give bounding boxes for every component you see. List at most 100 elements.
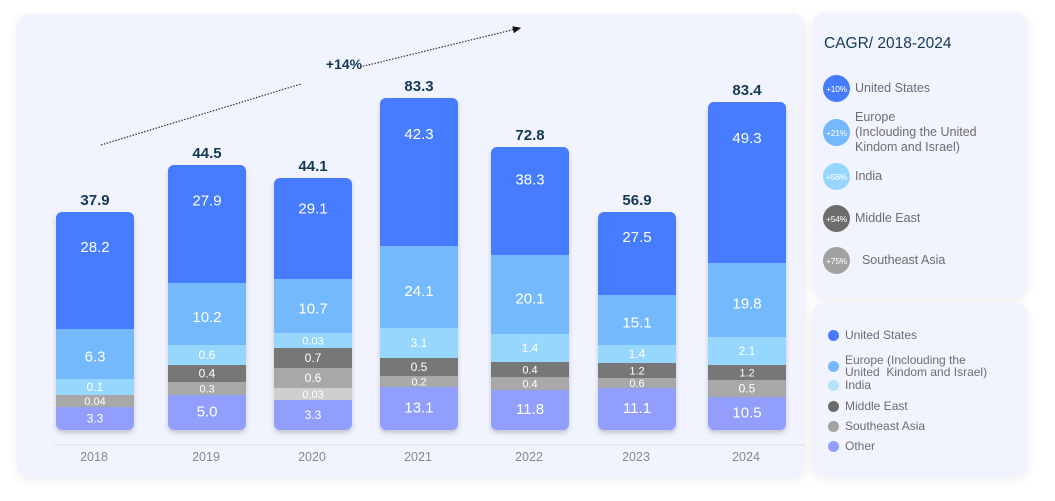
bar-segment-europe-2023 bbox=[598, 295, 676, 345]
bar-segment-europe-2021 bbox=[380, 246, 458, 328]
bar-total-label: 83.3 bbox=[404, 78, 433, 95]
legend-label: United States bbox=[845, 328, 918, 342]
segment-value-label: 3.1 bbox=[411, 336, 428, 350]
segment-value-label: 11.1 bbox=[623, 400, 651, 417]
segment-value-label: 0.4 bbox=[522, 365, 537, 377]
segment-value-label: 6.3 bbox=[85, 349, 106, 366]
x-tick-label: 2020 bbox=[298, 450, 326, 464]
bar-segment-europe-2019 bbox=[168, 283, 246, 345]
segment-value-label: 0.03 bbox=[302, 389, 323, 401]
bar-segment-india-2023 bbox=[598, 345, 676, 363]
cagr-region-label: Europe (Inclouding the United Kindom and… bbox=[855, 110, 977, 154]
bar-segment-other-2020 bbox=[274, 400, 352, 430]
chart-panel: 28.2 6.3 0.1 0.04 3.3 37.9 2018 27.9 10.2 0.6 0.4 0… bbox=[17, 14, 805, 478]
bar-segment-europe-2022 bbox=[491, 255, 569, 334]
bar-segment-europe-2020 bbox=[274, 279, 352, 333]
x-tick-label: 2022 bbox=[515, 450, 543, 464]
legend-item: Europe (Inclouding the United Kindom and… bbox=[828, 353, 988, 379]
bar-total-label: 83.4 bbox=[732, 82, 762, 99]
segment-value-label: 3.3 bbox=[87, 412, 104, 426]
bar-segment-southeast-2022 bbox=[491, 377, 569, 390]
cagr-badge: +21% bbox=[823, 119, 850, 146]
segment-value-label: 0.03 bbox=[302, 336, 323, 348]
legend-swatch bbox=[828, 401, 839, 413]
segment-value-label: 10.7 bbox=[298, 301, 327, 318]
bar-2021 bbox=[380, 98, 458, 430]
segment-value-label: 0.1 bbox=[87, 380, 104, 394]
legend-label: Europe (Inclouding the United Kindom and… bbox=[845, 353, 988, 379]
legend-label: India bbox=[845, 378, 872, 392]
stacked-bar-chart: 28.2 6.3 0.1 0.04 3.3 37.9 2018 27.9 10.2 0.6 0.4 0… bbox=[54, 26, 805, 464]
segment-value-label: 1.4 bbox=[522, 341, 539, 355]
bar-segment-india-2020 bbox=[274, 333, 352, 348]
bar-total-label: 56.9 bbox=[622, 192, 651, 209]
segment-value-label: 0.3 bbox=[199, 384, 214, 396]
bar-segment-united-2023 bbox=[598, 212, 676, 295]
bar-segment-india-2024 bbox=[708, 337, 786, 365]
segment-value-label: 15.1 bbox=[622, 315, 651, 332]
bar-segment-middle-2023 bbox=[598, 363, 676, 378]
legend-swatch bbox=[828, 361, 839, 372]
bar-2023 bbox=[598, 212, 676, 430]
legend-swatch bbox=[828, 380, 839, 392]
legend-item: Other bbox=[828, 439, 876, 453]
bar-segment-extra-2020 bbox=[274, 388, 352, 400]
segment-value-label: 20.1 bbox=[515, 290, 544, 307]
trend-arrow-line-lower bbox=[100, 83, 302, 146]
bar-segment-other-2019 bbox=[168, 395, 246, 430]
legend-label: Other bbox=[845, 439, 876, 453]
trend-arrow-line-upper bbox=[359, 26, 522, 68]
bar-segment-middle-2019 bbox=[168, 365, 246, 382]
segment-value-label: 0.4 bbox=[199, 367, 216, 381]
bar-segment-india-2019 bbox=[168, 345, 246, 365]
segment-value-label: 0.6 bbox=[629, 378, 644, 390]
cagr-region-label: Middle East bbox=[855, 211, 921, 225]
bar-segment-united-2021 bbox=[380, 98, 458, 246]
bar-segment-other-2022 bbox=[491, 390, 569, 430]
bar-segment-other-2021 bbox=[380, 387, 458, 430]
legend-item: Southeast Asia bbox=[828, 420, 925, 433]
segment-value-label: 42.3 bbox=[404, 126, 433, 143]
legend-item: India bbox=[828, 378, 872, 392]
segment-value-label: 0.4 bbox=[522, 379, 537, 391]
segment-value-label: 0.5 bbox=[739, 382, 756, 396]
cagr-badge: +58% bbox=[823, 163, 850, 190]
bar-segment-middle-2024 bbox=[708, 365, 786, 380]
segment-value-label: 1.4 bbox=[629, 347, 646, 361]
x-tick-label: 2019 bbox=[192, 450, 220, 464]
legend-item: United States bbox=[828, 328, 918, 342]
bar-segment-united-2024 bbox=[708, 102, 786, 263]
bar-segment-united-2020 bbox=[274, 178, 352, 279]
segment-value-label: 1.2 bbox=[629, 366, 644, 378]
legend-panel: United States Europe (Inclouding the Unit… bbox=[812, 303, 1028, 477]
bar-segment-india-2021 bbox=[380, 328, 458, 358]
bar-segment-other-2023 bbox=[598, 388, 676, 430]
bar-segment-india-2018 bbox=[56, 379, 134, 395]
segment-value-label: 24.1 bbox=[404, 283, 433, 300]
cagr-region-label: Southeast Asia bbox=[855, 253, 946, 267]
cagr-item: +75% Southeast Asia bbox=[823, 247, 945, 274]
legend-swatch bbox=[828, 330, 839, 342]
cagr-panel: CAGR/ 2018-2024 +10% United States +21% Eur… bbox=[813, 13, 1028, 298]
bar-total-label: 44.5 bbox=[192, 145, 221, 162]
segment-value-label: 0.04 bbox=[84, 396, 105, 408]
cagr-item: +21% Europe (Inclouding the United Kindom… bbox=[823, 110, 977, 155]
cagr-badge: +10% bbox=[823, 75, 850, 102]
bar-total-label: 44.1 bbox=[298, 158, 327, 175]
legend-label: Middle East bbox=[845, 399, 908, 413]
bar-2020 bbox=[274, 178, 352, 430]
segment-value-label: 10.2 bbox=[192, 309, 221, 326]
bar-segment-southeast-2024 bbox=[708, 380, 786, 397]
bar-segment-united-2019 bbox=[168, 165, 246, 283]
bar-segment-southeast-2020 bbox=[274, 368, 352, 388]
bar-segment-europe-2024 bbox=[708, 263, 786, 337]
bar-segment-united-2022 bbox=[491, 147, 569, 255]
cagr-badge: +75% bbox=[823, 247, 850, 274]
segment-value-label: 13.1 bbox=[404, 400, 433, 417]
segment-value-label: 28.2 bbox=[80, 239, 109, 256]
segment-value-label: 38.3 bbox=[515, 171, 544, 188]
bar-2024 bbox=[708, 102, 786, 430]
bar-segment-middle-2020 bbox=[274, 348, 352, 368]
segment-value-label: 3.3 bbox=[305, 408, 322, 422]
segment-value-label: 0.7 bbox=[305, 351, 322, 365]
